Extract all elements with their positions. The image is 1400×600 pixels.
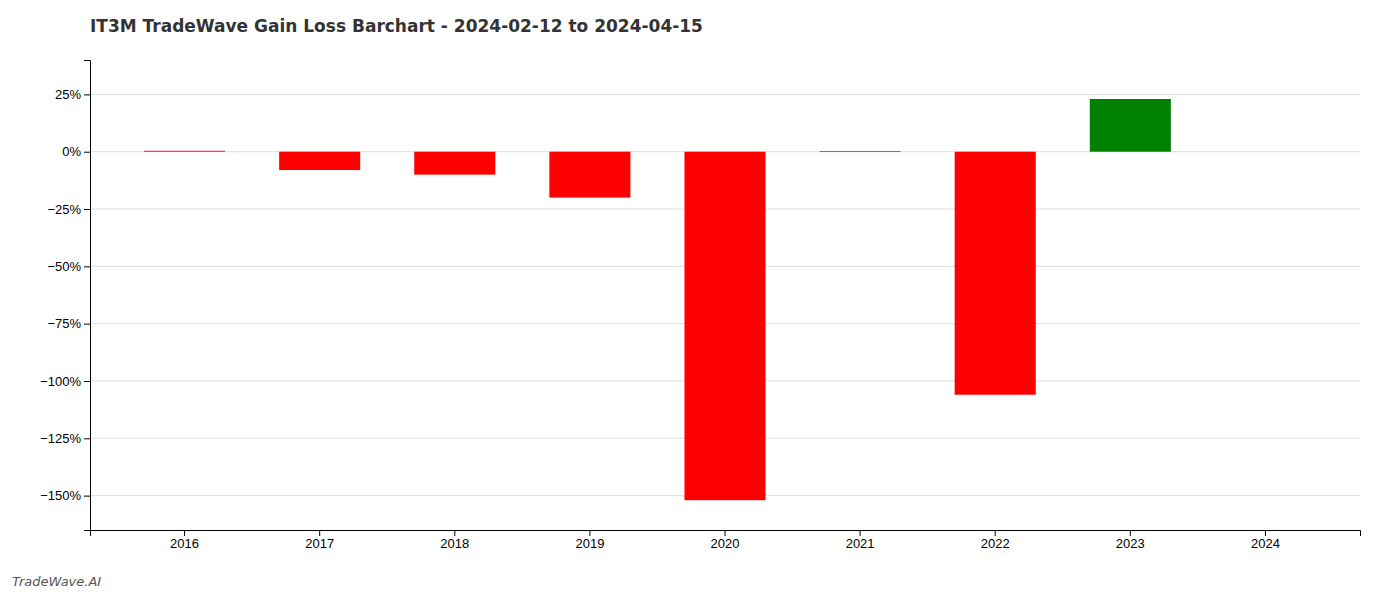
y-tick: −75% (47, 316, 90, 331)
chart: 25% 0% −25% −50% −75% −100% −125% −150% 2016 2017… (0, 0, 1400, 600)
y-tick-label: −50% (47, 259, 81, 274)
x-tick-mark (725, 530, 726, 536)
bar (279, 152, 360, 170)
x-tick-label: 2021 (846, 536, 875, 551)
bars (144, 99, 1171, 500)
x-tick-label: 2018 (440, 536, 469, 551)
y-tick-mark (84, 94, 90, 95)
y-tick: −50% (47, 259, 90, 274)
x-tick-mark (589, 530, 590, 536)
x-tick: 2020 (711, 530, 740, 551)
x-tick-mark (319, 530, 320, 536)
x-tick-mark (1130, 530, 1131, 536)
x-tick-mark (184, 530, 185, 536)
y-tick: −25% (47, 202, 90, 217)
y-axis-line (84, 61, 91, 531)
y-tick: 0% (62, 144, 90, 159)
x-tick-mark (454, 530, 455, 536)
x-axis: 2016 2017 2018 2019 2020 2021 2022 2023 2024 (91, 530, 1361, 551)
y-tick-label: 0% (62, 144, 81, 159)
x-tick-label: 2017 (305, 536, 334, 551)
y-tick-label: −150% (40, 488, 81, 503)
y-tick: −125% (40, 431, 90, 446)
y-tick-label: −100% (40, 374, 81, 389)
x-tick: 2018 (440, 530, 469, 551)
x-axis-line (91, 531, 1361, 537)
x-tick-label: 2020 (711, 536, 740, 551)
y-tick-mark (84, 438, 90, 439)
x-tick: 2019 (575, 530, 604, 551)
y-tick: 25% (55, 87, 90, 102)
y-tick: −150% (40, 488, 90, 503)
bar (144, 150, 225, 152)
annotation: TradeWave.AI (12, 574, 101, 589)
x-tick: 2024 (1251, 530, 1280, 551)
x-tick-mark (1265, 530, 1266, 536)
x-tick: 2021 (846, 530, 875, 551)
x-tick: 2016 (170, 530, 199, 551)
x-tick: 2023 (1116, 530, 1145, 551)
y-tick-mark (84, 381, 90, 382)
bar (549, 152, 630, 198)
x-tick-label: 2022 (981, 536, 1010, 551)
x-tick-mark (995, 530, 996, 536)
bar (1090, 99, 1171, 152)
plot: 25% 0% −25% −50% −75% −100% −125% −150% 2016 2017… (40, 61, 1360, 552)
y-tick-label: 25% (55, 87, 81, 102)
x-tick-label: 2019 (575, 536, 604, 551)
x-tick-label: 2023 (1116, 536, 1145, 551)
x-tick-mark (860, 530, 861, 536)
x-tick-label: 2024 (1251, 536, 1280, 551)
y-tick-mark (84, 324, 90, 325)
y-tick-label: −25% (47, 202, 81, 217)
grid-line (90, 94, 1360, 95)
y-tick-mark (84, 209, 90, 210)
bar (414, 152, 495, 175)
x-tick: 2017 (305, 530, 334, 551)
y-tick-label: −125% (40, 431, 81, 446)
x-tick-label: 2016 (170, 536, 199, 551)
bar (684, 152, 765, 500)
y-tick-label: −75% (47, 316, 81, 331)
y-tick: −100% (40, 374, 90, 389)
y-tick-mark (84, 496, 90, 497)
bar (820, 151, 901, 153)
x-tick: 2022 (981, 530, 1010, 551)
y-tick-mark (84, 152, 90, 153)
title: IT3M TradeWave Gain Loss Barchart - 2024… (90, 16, 703, 36)
y-axis: 25% 0% −25% −50% −75% −100% −125% −150% (40, 61, 90, 531)
bar (955, 152, 1036, 395)
y-tick-mark (84, 266, 90, 267)
